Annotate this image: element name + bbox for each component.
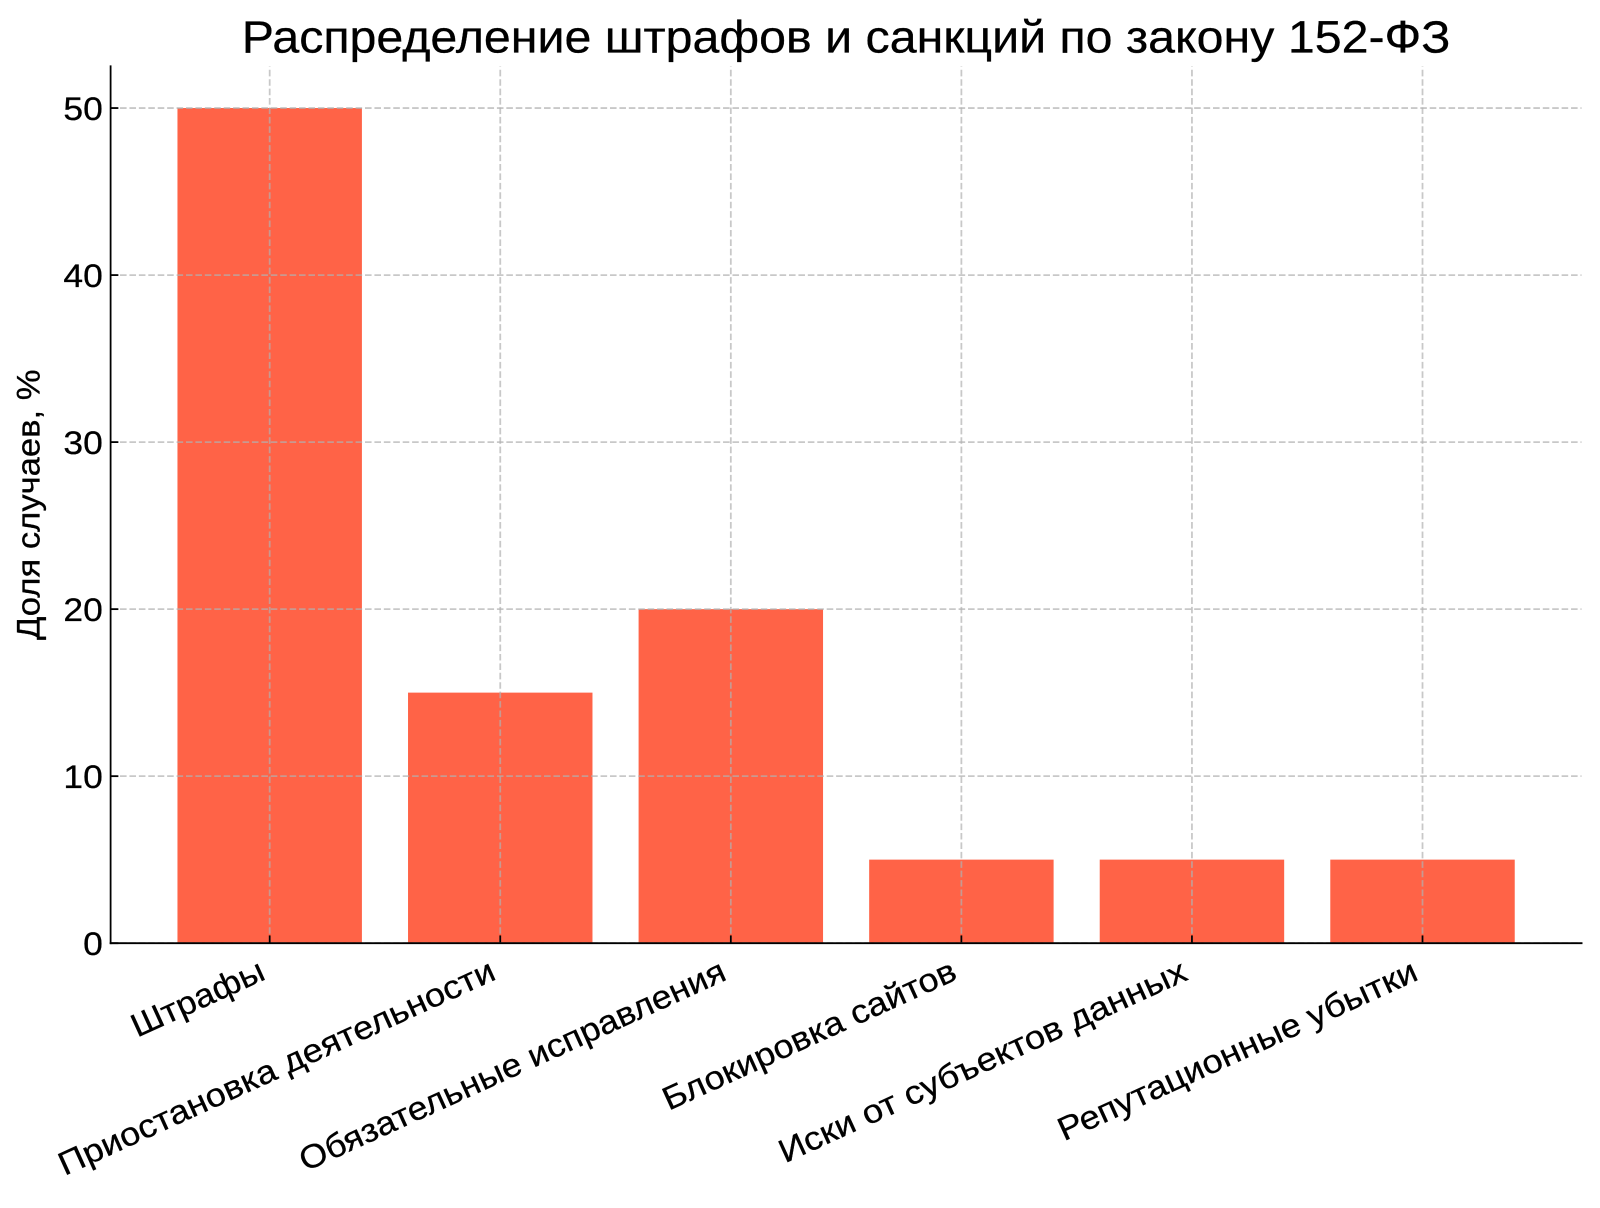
svg-text:0: 0 <box>83 925 103 962</box>
svg-text:30: 30 <box>63 424 102 461</box>
svg-text:40: 40 <box>63 257 102 294</box>
svg-text:Распределение штрафов и санкци: Распределение штрафов и санкций по закон… <box>242 12 1451 63</box>
svg-text:50: 50 <box>63 90 102 127</box>
svg-text:20: 20 <box>63 591 102 628</box>
svg-text:10: 10 <box>63 758 102 795</box>
svg-text:Доля случаев, %: Доля случаев, % <box>10 369 47 640</box>
